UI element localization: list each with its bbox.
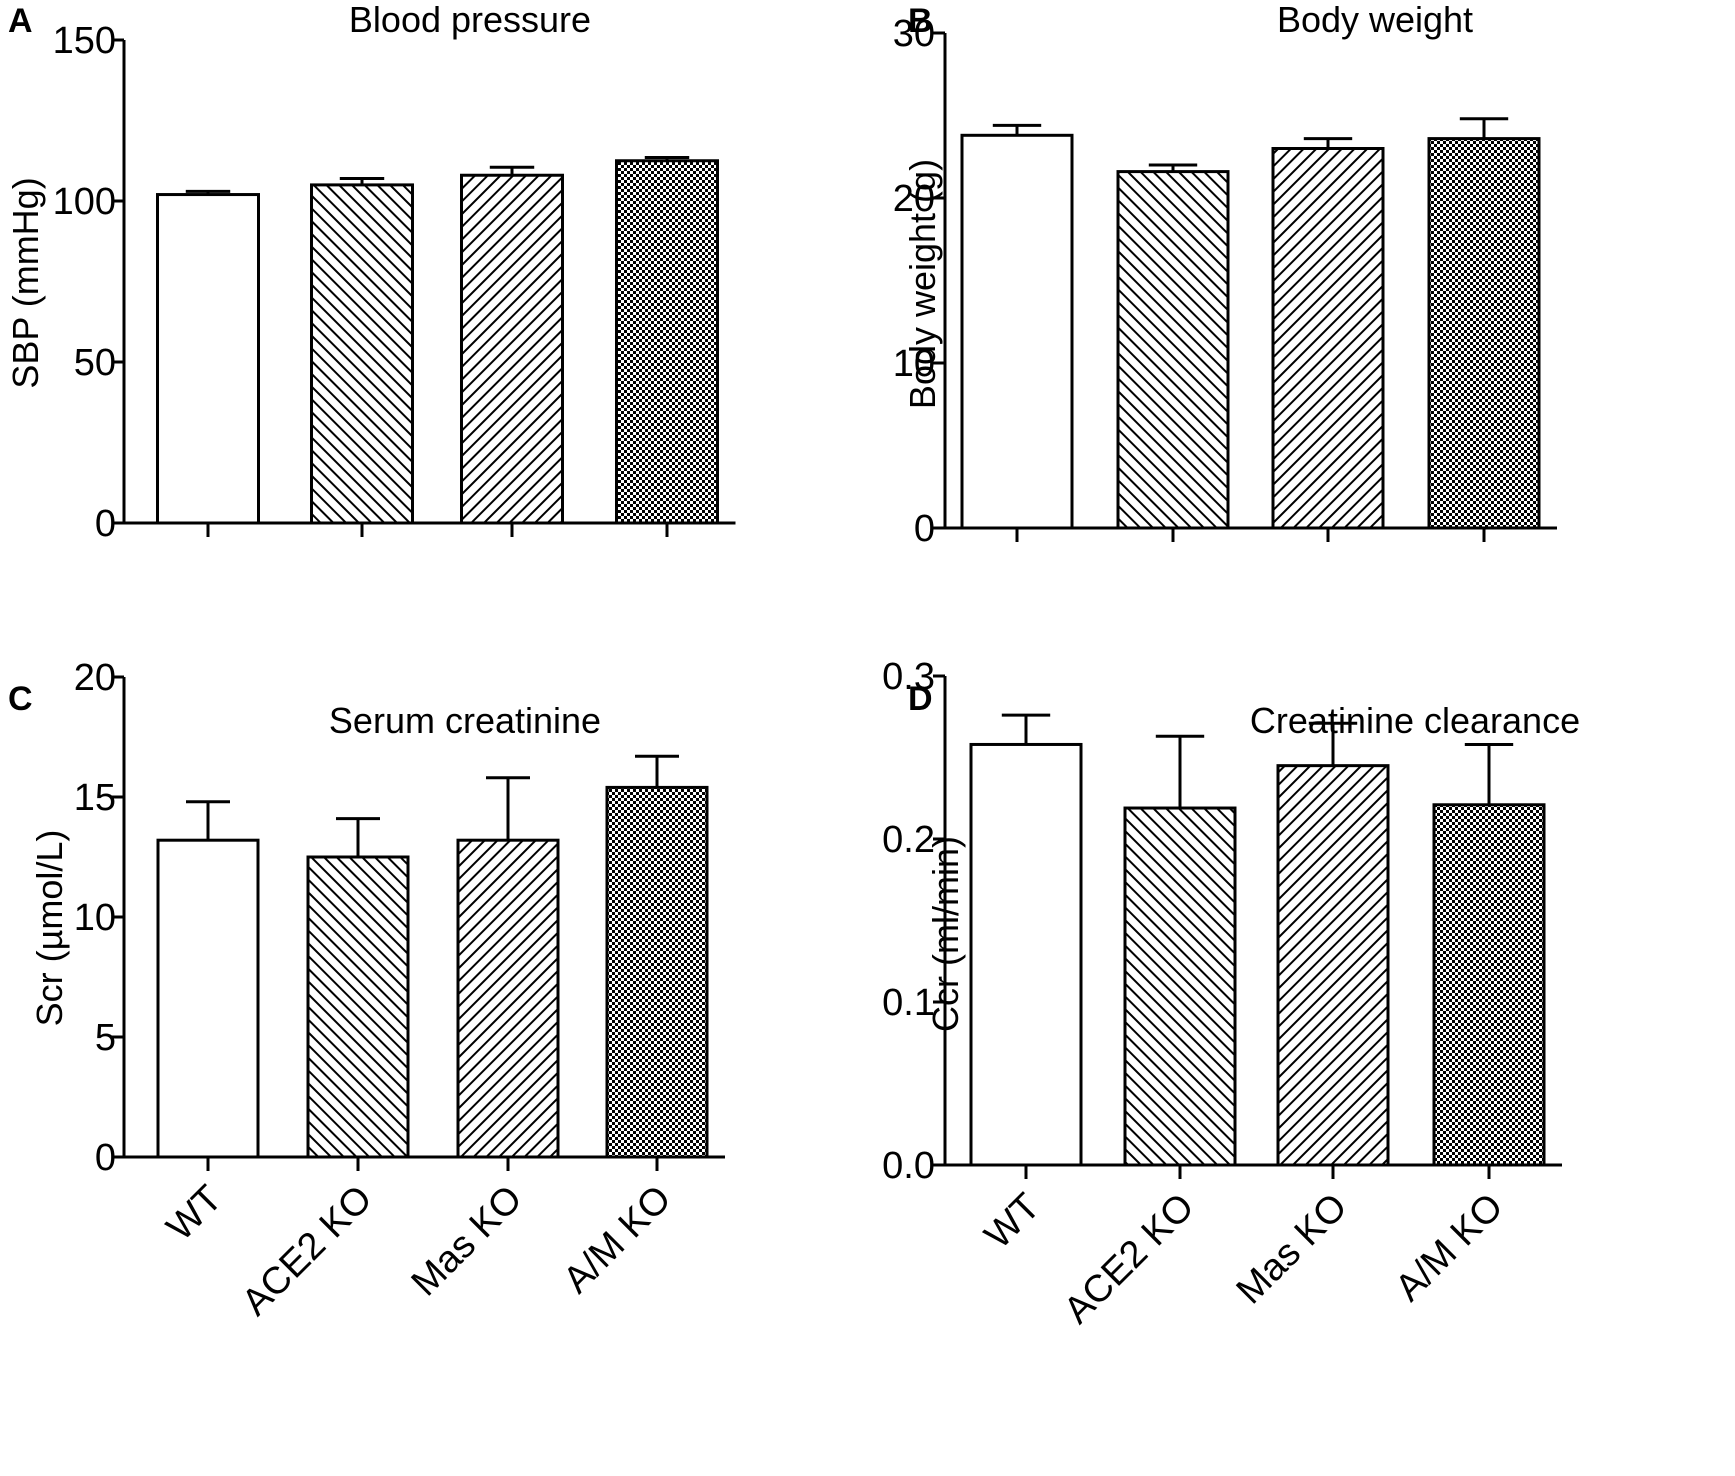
chart-title: Blood pressure — [349, 0, 591, 40]
bar-a-m-ko — [615, 159, 719, 525]
y-tick-label: 30 — [893, 13, 935, 55]
y-tick-label: 0.3 — [882, 656, 935, 698]
y-tick-label: 10 — [893, 343, 935, 385]
y-tick-label: 0 — [95, 503, 116, 545]
y-axis-label: SBP (mmHg) — [5, 177, 46, 388]
y-axis-label: Body weight (g) — [902, 159, 943, 409]
panel-letter: A — [8, 2, 33, 40]
y-tick-label: 150 — [53, 20, 116, 62]
panel-body-weight: B Body weight Body weight (g) 0 10 20 30 — [893, 0, 1557, 550]
bar-ace2-ko — [310, 183, 414, 525]
x-category-label: WT — [159, 1178, 230, 1249]
y-tick-label: 10 — [74, 897, 116, 939]
x-category-label: Mas KO — [404, 1178, 531, 1305]
y-axis-label: Scr (µmol/L) — [29, 830, 70, 1027]
chart-title: Serum creatinine — [329, 700, 601, 741]
x-category-label: ACE2 KO — [234, 1178, 380, 1324]
bar-ace2-ko — [306, 855, 410, 1159]
y-tick-label: 0.0 — [882, 1145, 935, 1187]
panel-creatinine-clearance: D Creatinine clearance Ccr (ml/min) 0.00… — [882, 656, 1580, 1332]
y-tick-label: 5 — [95, 1017, 116, 1059]
x-category-label: Mas KO — [1229, 1186, 1356, 1313]
bar-a-m-ko — [1427, 137, 1541, 530]
panel-letter: D — [908, 680, 933, 718]
y-tick-label: 0.2 — [882, 819, 935, 861]
bar-ace2-ko — [1116, 170, 1230, 530]
bar-wt — [156, 838, 260, 1159]
y-tick-label: 0 — [95, 1137, 116, 1179]
bar-ace2-ko — [1123, 806, 1237, 1167]
chart-title: Body weight — [1277, 0, 1473, 40]
y-tick-label: 20 — [74, 657, 116, 699]
bar-mas-ko — [1271, 147, 1385, 530]
x-category-label: A/M KO — [1388, 1186, 1512, 1310]
y-tick-label: 15 — [74, 777, 116, 819]
panel-blood-pressure: A Blood pressure SBP (mmHg) 0 50 100 150 — [5, 0, 736, 545]
y-tick-label: 20 — [893, 178, 935, 220]
bar-mas-ko — [1276, 764, 1390, 1167]
bar-a-m-ko — [605, 785, 709, 1159]
chart-title: Creatinine clearance — [1250, 700, 1580, 741]
bar-wt — [969, 742, 1083, 1167]
x-category-label: WT — [977, 1186, 1048, 1257]
panel-letter: C — [8, 680, 33, 718]
bar-a-m-ko — [1432, 803, 1546, 1167]
bar-mas-ko — [456, 838, 560, 1159]
x-category-label: ACE2 KO — [1056, 1186, 1202, 1332]
bar-mas-ko — [460, 173, 564, 525]
y-tick-label: 100 — [53, 181, 116, 223]
y-tick-label: 0 — [914, 508, 935, 550]
y-tick-label: 0.1 — [882, 982, 935, 1024]
y-tick-label: 50 — [74, 342, 116, 384]
bar-wt — [156, 193, 260, 525]
panel-letter: B — [908, 2, 933, 40]
bar-wt — [960, 133, 1074, 530]
x-category-label: A/M KO — [556, 1178, 680, 1302]
panel-serum-creatinine: C Serum creatinine Scr (µmol/L) 0 5 10 15 20… — [8, 657, 725, 1324]
